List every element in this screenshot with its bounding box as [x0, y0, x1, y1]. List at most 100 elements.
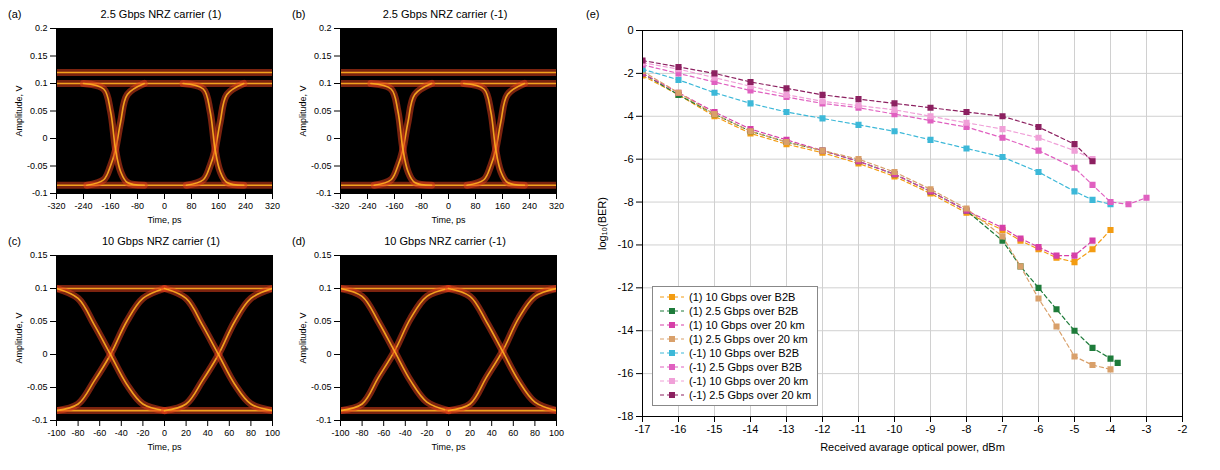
svg-text:0: 0 [446, 428, 451, 438]
svg-text:log₁₀(BER): log₁₀(BER) [596, 197, 608, 250]
svg-text:240: 240 [238, 201, 253, 211]
svg-text:-18: -18 [618, 410, 634, 422]
svg-text:Amplitude, V: Amplitude, V [14, 312, 24, 363]
svg-text:Time, ps: Time, ps [431, 442, 466, 452]
svg-text:0.2: 0.2 [35, 23, 48, 33]
svg-text:0.05: 0.05 [30, 316, 48, 326]
svg-text:-15: -15 [707, 423, 723, 435]
svg-text:-2: -2 [624, 67, 634, 79]
svg-text:-40: -40 [115, 428, 128, 438]
svg-text:Amplitude, V: Amplitude, V [298, 312, 308, 363]
svg-text:-0.05: -0.05 [27, 161, 48, 171]
svg-text:0: 0 [42, 349, 47, 359]
svg-text:-0.1: -0.1 [316, 188, 332, 198]
svg-text:-0.05: -0.05 [27, 382, 48, 392]
svg-text:100: 100 [549, 428, 564, 438]
svg-text:0.15: 0.15 [30, 51, 48, 61]
svg-text:-16: -16 [671, 423, 687, 435]
svg-text:80: 80 [530, 428, 540, 438]
svg-text:80: 80 [246, 428, 256, 438]
svg-text:0.1: 0.1 [35, 283, 48, 293]
svg-text:Amplitude, V: Amplitude, V [298, 85, 308, 136]
svg-text:-160: -160 [385, 201, 403, 211]
svg-text:20: 20 [181, 428, 191, 438]
svg-text:-0.1: -0.1 [32, 415, 48, 425]
svg-text:0.15: 0.15 [30, 250, 48, 260]
svg-text:-40: -40 [399, 428, 412, 438]
svg-text:320: 320 [265, 201, 280, 211]
svg-text:-320: -320 [331, 201, 349, 211]
svg-text:0: 0 [326, 133, 331, 143]
svg-text:-0.1: -0.1 [32, 188, 48, 198]
svg-text:-6: -6 [1034, 423, 1044, 435]
svg-text:-8: -8 [624, 196, 634, 208]
svg-text:320: 320 [549, 201, 564, 211]
svg-text:-160: -160 [101, 201, 119, 211]
svg-text:-80: -80 [356, 428, 369, 438]
svg-text:0.1: 0.1 [319, 78, 332, 88]
svg-text:80: 80 [470, 201, 480, 211]
svg-text:-240: -240 [358, 201, 376, 211]
svg-text:0.1: 0.1 [35, 78, 48, 88]
svg-text:Time, ps: Time, ps [431, 215, 466, 225]
svg-text:-17: -17 [635, 423, 651, 435]
svg-text:160: 160 [211, 201, 226, 211]
svg-text:-14: -14 [618, 324, 634, 336]
svg-text:-0.1: -0.1 [316, 415, 332, 425]
svg-text:-80: -80 [72, 428, 85, 438]
svg-text:-14: -14 [743, 423, 759, 435]
svg-text:-20: -20 [136, 428, 149, 438]
svg-text:-5: -5 [1070, 423, 1080, 435]
svg-text:40: 40 [487, 428, 497, 438]
svg-text:60: 60 [508, 428, 518, 438]
svg-text:-80: -80 [131, 201, 144, 211]
svg-text:-0.05: -0.05 [311, 382, 332, 392]
svg-text:-11: -11 [851, 423, 866, 435]
svg-text:-320: -320 [47, 201, 65, 211]
svg-text:-8: -8 [962, 423, 972, 435]
svg-text:240: 240 [522, 201, 537, 211]
svg-text:-80: -80 [415, 201, 428, 211]
svg-text:0.05: 0.05 [314, 106, 332, 116]
svg-text:20: 20 [465, 428, 475, 438]
svg-text:0: 0 [162, 201, 167, 211]
svg-text:-60: -60 [93, 428, 106, 438]
svg-text:0: 0 [162, 428, 167, 438]
svg-text:-20: -20 [420, 428, 433, 438]
svg-text:-2: -2 [1178, 423, 1188, 435]
svg-text:-60: -60 [377, 428, 390, 438]
svg-text:-12: -12 [815, 423, 831, 435]
svg-text:Time, ps: Time, ps [147, 442, 182, 452]
svg-text:-240: -240 [74, 201, 92, 211]
svg-text:-0.05: -0.05 [311, 161, 332, 171]
svg-text:-13: -13 [779, 423, 795, 435]
svg-text:Time, ps: Time, ps [147, 215, 182, 225]
svg-text:-6: -6 [624, 153, 634, 165]
svg-text:0.05: 0.05 [30, 106, 48, 116]
svg-text:-4: -4 [1106, 423, 1116, 435]
svg-text:60: 60 [224, 428, 234, 438]
svg-text:-3: -3 [1142, 423, 1152, 435]
svg-text:-12: -12 [618, 281, 634, 293]
svg-text:0: 0 [42, 133, 47, 143]
svg-text:0.1: 0.1 [319, 283, 332, 293]
svg-text:-7: -7 [998, 423, 1008, 435]
svg-text:0: 0 [326, 349, 331, 359]
svg-text:-16: -16 [618, 367, 634, 379]
svg-text:0.15: 0.15 [314, 51, 332, 61]
svg-text:0.05: 0.05 [314, 316, 332, 326]
svg-text:-4: -4 [624, 110, 634, 122]
svg-text:-10: -10 [887, 423, 903, 435]
svg-text:40: 40 [203, 428, 213, 438]
svg-text:Amplitude, V: Amplitude, V [14, 85, 24, 136]
svg-text:-10: -10 [618, 238, 634, 250]
svg-text:160: 160 [495, 201, 510, 211]
svg-text:-100: -100 [47, 428, 65, 438]
svg-text:0: 0 [446, 201, 451, 211]
svg-text:100: 100 [265, 428, 280, 438]
svg-text:80: 80 [186, 201, 196, 211]
svg-text:0.15: 0.15 [314, 250, 332, 260]
svg-text:Received avarage optical power: Received avarage optical power, dBm [820, 441, 1005, 453]
svg-text:-100: -100 [331, 428, 349, 438]
svg-text:0.2: 0.2 [319, 23, 332, 33]
